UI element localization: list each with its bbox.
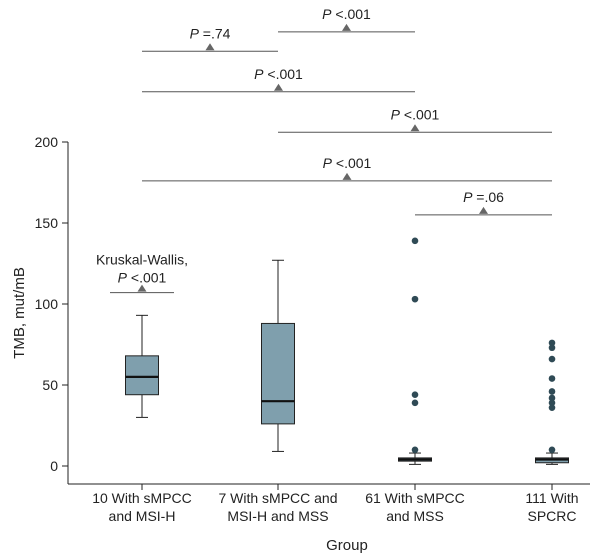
p-value: <.001 — [332, 6, 372, 22]
outlier-point — [411, 295, 419, 303]
annotation-5: P <.001 — [142, 66, 415, 93]
p-symbol: P — [463, 189, 473, 205]
p-value: =.74 — [199, 25, 231, 41]
outlier-point — [411, 237, 419, 245]
outlier-point — [548, 355, 556, 363]
p-symbol: P — [254, 66, 264, 82]
x-axis-title: Group — [326, 537, 368, 554]
y-axis-title: TMB, mut/mB — [11, 267, 28, 359]
comparison-marker — [342, 172, 352, 180]
outlier-point — [548, 339, 556, 347]
x-category-label: and MSS — [386, 508, 444, 524]
p-value: =.06 — [472, 189, 504, 205]
y-tick-label: 200 — [35, 134, 59, 150]
p-value-label: P <.001 — [323, 155, 372, 171]
p-value-label: P =.06 — [463, 189, 504, 205]
comparison-marker — [410, 124, 420, 132]
y-axis: 0 50 100 150 200 — [35, 134, 69, 484]
outlier-point — [548, 344, 556, 352]
comparison-marker — [342, 23, 351, 31]
outlier-point — [411, 391, 419, 399]
x-category-label: 61 With sMPCC — [365, 490, 465, 506]
y-tick-label: 150 — [35, 215, 59, 231]
iqr-box — [261, 322, 295, 425]
outlier-point — [548, 394, 556, 402]
y-tick-label: 50 — [42, 377, 58, 393]
outlier-point — [548, 375, 556, 382]
comparison-marker — [137, 284, 147, 292]
annotation-1: Kruskal-Wallis, P <.001 — [96, 252, 188, 294]
box-group-1 — [125, 314, 159, 418]
annotation-7: P <.001 — [278, 6, 415, 33]
p-value: <.001 — [400, 106, 440, 122]
p-value-label: P =.74 — [190, 25, 231, 41]
x-category-label: SPCRC — [527, 508, 576, 524]
annotation-3: P <.001 — [142, 155, 552, 182]
annotation-4: P <.001 — [278, 106, 552, 133]
x-category-label: 111 With — [525, 490, 578, 506]
p-value-label: P <.001 — [322, 6, 371, 22]
box-group-4 — [535, 339, 569, 465]
p-value-label: P <.001 — [391, 106, 440, 122]
p-value: <.001 — [127, 270, 167, 286]
p-value-label: P <.001 — [118, 270, 167, 286]
box-group-3 — [398, 237, 432, 465]
annotation-6: P =.74 — [142, 25, 278, 52]
box-group-2 — [261, 259, 295, 452]
p-symbol: P — [391, 106, 401, 122]
x-category-label: 7 With sMPCC and — [218, 490, 337, 506]
iqr-box — [125, 355, 159, 396]
comparison-marker — [274, 83, 283, 91]
x-category-label: 10 With sMPCC — [92, 490, 192, 506]
outlier-point — [548, 399, 556, 407]
p-value: <.001 — [332, 155, 372, 171]
outlier-point — [411, 446, 419, 454]
y-tick-label: 0 — [50, 458, 58, 474]
test-name-label: Kruskal-Wallis, — [96, 252, 188, 268]
p-value: <.001 — [264, 66, 304, 82]
p-symbol: P — [190, 25, 200, 41]
x-category-label: and MSI-H — [109, 508, 176, 524]
p-symbol: P — [322, 6, 332, 22]
outlier-point — [548, 404, 556, 411]
p-symbol: P — [323, 155, 333, 171]
y-tick-label: 100 — [35, 296, 59, 312]
x-category-label: MSI-H and MSS — [227, 508, 328, 524]
p-symbol: P — [118, 270, 128, 286]
comparison-marker — [479, 206, 488, 214]
p-value-label: P <.001 — [254, 66, 303, 82]
outlier-point — [548, 388, 556, 395]
comparison-marker — [205, 43, 215, 51]
annotation-2: P =.06 — [415, 189, 552, 216]
outlier-point — [548, 446, 556, 454]
box-plot-groups — [125, 237, 569, 465]
x-axis: 10 With sMPCC and MSI-H 7 With sMPCC and MS… — [68, 483, 590, 524]
outlier-point — [411, 399, 419, 407]
